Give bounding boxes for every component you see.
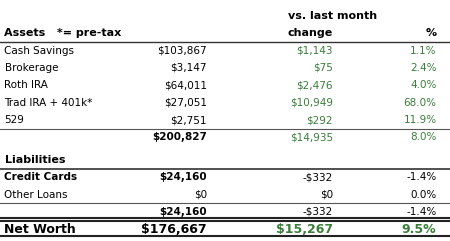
Text: 68.0%: 68.0%: [404, 98, 436, 108]
Text: Trad IRA + 401k*: Trad IRA + 401k*: [4, 98, 93, 108]
Text: %: %: [425, 28, 436, 38]
Text: $75: $75: [313, 63, 333, 73]
Text: 529: 529: [4, 115, 24, 125]
Text: $292: $292: [306, 115, 333, 125]
Text: $1,143: $1,143: [297, 46, 333, 56]
Text: $2,476: $2,476: [297, 80, 333, 90]
Text: $24,160: $24,160: [159, 207, 207, 217]
Text: Liabilities: Liabilities: [4, 155, 65, 165]
Text: Other Loans: Other Loans: [4, 190, 68, 200]
Text: -$332: -$332: [303, 172, 333, 182]
Text: $0: $0: [194, 190, 207, 200]
Text: 0.0%: 0.0%: [410, 190, 436, 200]
Text: $176,667: $176,667: [141, 223, 207, 236]
Text: $0: $0: [320, 190, 333, 200]
Text: -$332: -$332: [303, 207, 333, 217]
Text: $14,935: $14,935: [290, 132, 333, 142]
Text: $15,267: $15,267: [276, 223, 333, 236]
Text: Roth IRA: Roth IRA: [4, 80, 49, 90]
Text: -1.4%: -1.4%: [406, 207, 436, 217]
Text: change: change: [288, 28, 333, 38]
Text: Assets   *= pre-tax: Assets *= pre-tax: [4, 28, 122, 38]
Text: 8.0%: 8.0%: [410, 132, 436, 142]
Text: vs. last month: vs. last month: [288, 11, 378, 21]
Text: Credit Cards: Credit Cards: [4, 172, 77, 182]
Text: 2.4%: 2.4%: [410, 63, 436, 73]
Text: Net Worth: Net Worth: [4, 223, 76, 236]
Text: $103,867: $103,867: [158, 46, 207, 56]
Text: $10,949: $10,949: [290, 98, 333, 108]
Text: $200,827: $200,827: [152, 132, 207, 142]
Text: Cash Savings: Cash Savings: [4, 46, 75, 56]
Text: $2,751: $2,751: [171, 115, 207, 125]
Text: $3,147: $3,147: [171, 63, 207, 73]
Text: $64,011: $64,011: [164, 80, 207, 90]
Text: Brokerage: Brokerage: [4, 63, 58, 73]
Text: $27,051: $27,051: [164, 98, 207, 108]
Text: -1.4%: -1.4%: [406, 172, 436, 182]
Text: 9.5%: 9.5%: [402, 223, 436, 236]
Text: $24,160: $24,160: [159, 172, 207, 182]
Text: 1.1%: 1.1%: [410, 46, 436, 56]
Text: 4.0%: 4.0%: [410, 80, 436, 90]
Text: 11.9%: 11.9%: [403, 115, 436, 125]
